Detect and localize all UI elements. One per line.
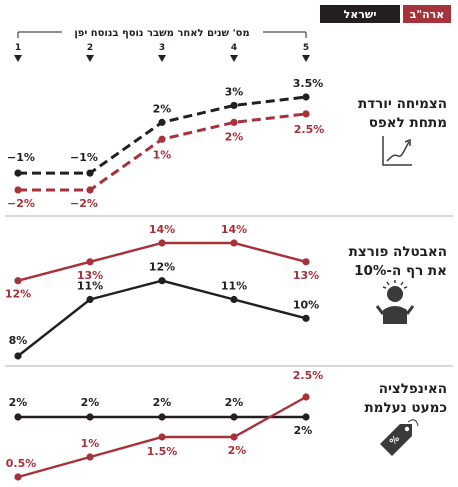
panel-title-unemployment: האבטלה פורצת את רף ה-10% — [349, 244, 447, 279]
data-point-israel — [302, 314, 310, 322]
data-point-israel — [302, 93, 310, 101]
data-point-israel — [14, 169, 22, 177]
data-label-israel: 2% — [9, 396, 28, 409]
x-tick-label: 3 — [159, 43, 165, 53]
x-ticks: 1 2 3 4 5 — [14, 43, 310, 62]
panel-title-inflation: האינפלציה כמעט נעלמת — [364, 381, 447, 416]
price-tag-icon: % — [380, 419, 419, 456]
panel-title-unemployment-line1: האבטלה פורצת — [349, 244, 447, 260]
data-point-israel — [230, 413, 238, 421]
data-label-israel: 3% — [225, 85, 244, 98]
data-label-usa: 14% — [149, 223, 175, 236]
data-point-usa — [14, 186, 22, 194]
data-label-israel: 2% — [81, 396, 100, 409]
data-label-israel: 11% — [221, 280, 247, 293]
data-point-usa — [230, 433, 238, 441]
data-label-usa: 2% — [225, 130, 244, 143]
panel-title-inflation-line2: כמעט נעלמת — [364, 400, 447, 416]
data-label-israel: 8% — [9, 334, 28, 347]
data-point-usa — [14, 473, 22, 481]
panel-0: −1% −1% 2% 3% 3.5% −2% −2% 1% 2% 2.5% — [7, 77, 324, 210]
legend-usa-swatch — [403, 5, 451, 23]
data-point-usa — [302, 393, 310, 401]
data-label-usa: 1% — [81, 437, 100, 450]
data-label-usa: 1.5% — [147, 445, 178, 458]
panel-1: 12% 13% 14% 14% 13% 8% 11% 12% 11% 10% — [5, 223, 319, 360]
x-tick-marker — [302, 55, 310, 62]
data-point-israel — [158, 277, 166, 285]
data-label-israel: 10% — [293, 298, 319, 311]
panel-title-growth-line2: מתחת לאפס — [369, 115, 447, 131]
data-point-usa — [230, 239, 238, 247]
data-point-usa — [86, 453, 94, 461]
data-point-usa — [302, 110, 310, 118]
data-label-israel: 11% — [77, 280, 103, 293]
data-label-usa: 2.5% — [293, 369, 324, 382]
x-tick-marker — [14, 55, 22, 62]
data-point-usa — [158, 135, 166, 143]
data-label-israel: 2% — [153, 396, 172, 409]
data-point-israel — [14, 352, 22, 360]
data-label-usa: 13% — [293, 269, 319, 282]
axis-header: מס' שנים לאחר משבר נוסף בנוסח יפן — [17, 28, 307, 39]
x-tick-marker — [86, 55, 94, 62]
panel-title-growth: הצמיחה יורדת מתחת לאפס — [358, 96, 447, 131]
data-label-usa: 0.5% — [6, 457, 37, 470]
x-tick-label: 1 — [15, 43, 21, 53]
data-point-israel — [86, 169, 94, 177]
data-label-usa: −2% — [7, 197, 35, 210]
data-label-usa: 2.5% — [294, 123, 325, 136]
x-tick-marker — [158, 55, 166, 62]
legend-israel-label: ישראל — [344, 8, 377, 21]
data-point-usa — [14, 277, 22, 285]
x-tick-marker — [230, 55, 238, 62]
data-label-israel: 3.5% — [293, 77, 324, 90]
data-label-israel: 2% — [153, 102, 172, 115]
panel-title-unemployment-line2: את רף ה-10% — [354, 263, 447, 279]
data-point-israel — [158, 118, 166, 126]
data-label-usa: 14% — [221, 223, 247, 236]
data-point-israel — [230, 101, 238, 110]
data-point-usa — [86, 258, 94, 266]
data-point-israel — [230, 295, 238, 304]
growth-chart-icon — [380, 134, 414, 168]
data-point-israel — [86, 295, 94, 304]
data-label-usa: 12% — [5, 288, 31, 301]
series-line-israel — [17, 279, 307, 357]
legend: ארה"ב ישראל — [320, 5, 451, 23]
data-label-israel: −1% — [70, 151, 98, 164]
data-label-usa: −2% — [70, 197, 98, 210]
data-label-usa: 1% — [153, 148, 172, 161]
data-label-israel: 2% — [294, 424, 313, 437]
axis-title: מס' שנים לאחר משבר נוסף בנוסח יפן — [74, 28, 249, 39]
x-tick-label: 5 — [303, 43, 309, 53]
legend-israel-swatch — [320, 5, 400, 23]
data-label-usa: 13% — [77, 269, 103, 282]
data-point-israel — [86, 413, 94, 421]
data-point-usa — [158, 239, 166, 247]
data-point-usa — [302, 258, 310, 266]
data-point-usa — [230, 118, 238, 126]
legend-usa-label: ארה"ב — [410, 8, 445, 21]
data-label-usa: 2% — [228, 444, 247, 457]
data-label-israel: −1% — [7, 151, 35, 164]
data-point-israel — [14, 413, 22, 421]
x-tick-label: 4 — [231, 43, 237, 53]
x-tick-label: 2 — [87, 43, 93, 53]
data-label-israel: 2% — [225, 396, 244, 409]
frustrated-person-icon — [375, 280, 415, 324]
data-point-usa — [86, 186, 94, 194]
panel-2: 2% 2% 2% 2% 2% 0.5% 1% 1.5% 2% 2.5% — [6, 369, 324, 481]
plot-area: −1% −1% 2% 3% 3.5% −2% −2% 1% 2% 2.5% 12% 13% 14% 14%… — [5, 77, 324, 481]
data-point-usa — [158, 433, 166, 441]
data-point-israel — [158, 413, 166, 421]
panel-title-growth-line1: הצמיחה יורדת — [358, 96, 447, 112]
panel-title-inflation-line1: האינפלציה — [379, 381, 447, 397]
data-label-israel: 12% — [149, 261, 175, 274]
data-point-israel — [302, 413, 310, 421]
